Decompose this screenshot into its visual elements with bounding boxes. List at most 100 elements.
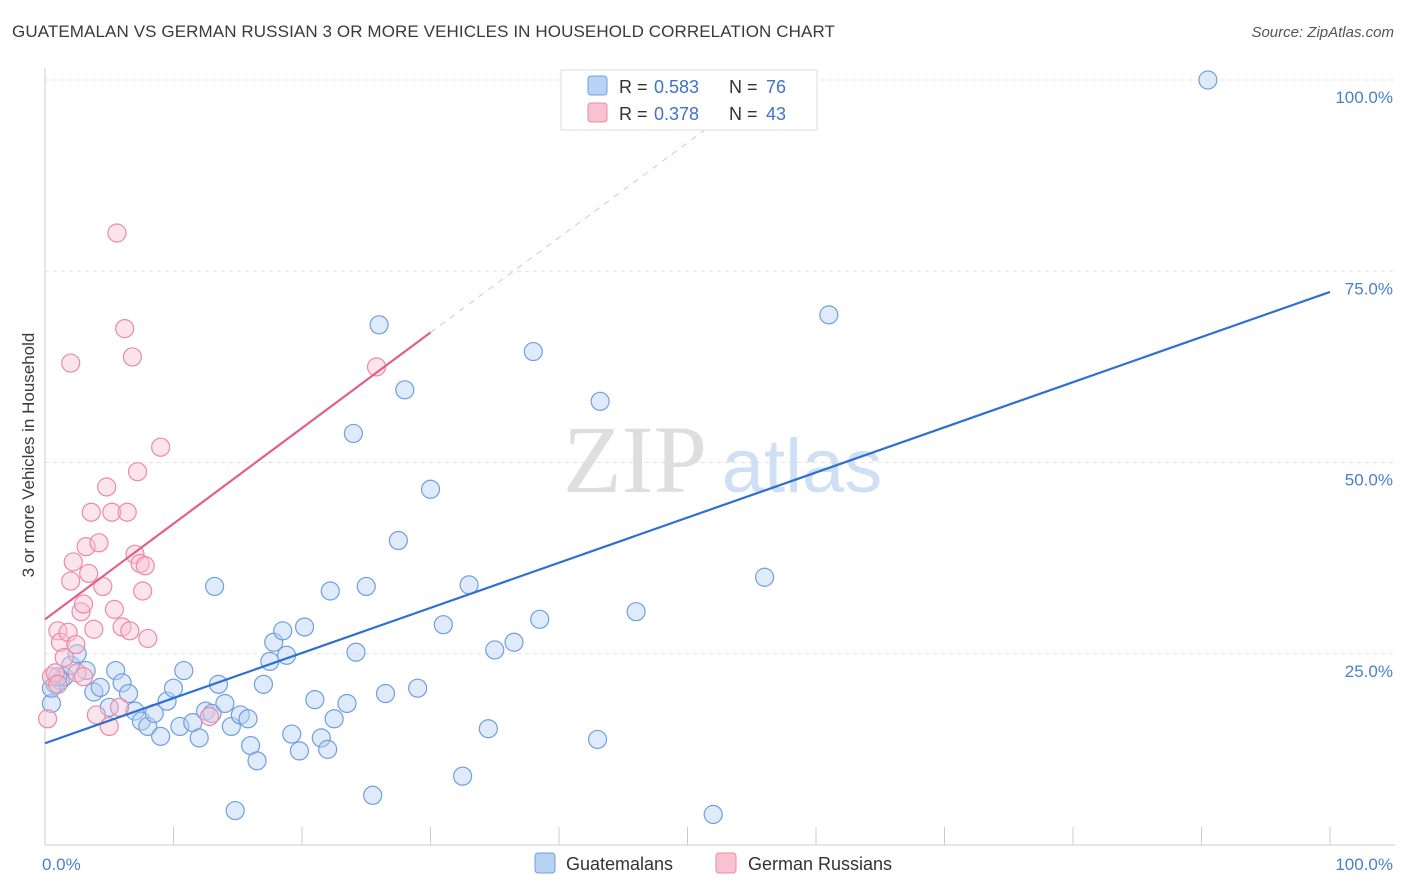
german-russians-point	[120, 621, 140, 641]
guatemalans-point	[590, 391, 610, 411]
german-russians-point	[73, 594, 94, 614]
guatemalans-point	[318, 739, 338, 759]
guatemalans-point	[523, 341, 543, 362]
guatemalans-point	[202, 703, 222, 724]
y-tick-label: 25.0%	[1345, 662, 1393, 681]
source-label: Source: ZipAtlas.com	[1251, 24, 1394, 41]
guatemalans-point	[225, 800, 245, 821]
guatemalans-point	[247, 751, 267, 771]
guatemalans-point	[215, 693, 235, 714]
german-russians-point	[133, 581, 153, 601]
guatemalans-point	[253, 674, 274, 694]
german-russians-trend-line	[44, 331, 432, 621]
german-russians-point	[41, 667, 62, 687]
guatemalans-point	[61, 655, 81, 675]
trend-lines	[44, 94, 1331, 745]
watermark-zip: ZIP	[563, 406, 707, 513]
german-russians-point	[45, 663, 65, 683]
guatemalans-point	[754, 567, 775, 587]
bottom-legend-swatch-guatemalans	[534, 852, 556, 874]
german-russians-point	[89, 533, 109, 553]
guatemalans-point	[343, 423, 363, 444]
guatemalans-point	[478, 719, 498, 739]
german-russians-trend-extension	[430, 94, 753, 333]
guatemalans-point	[485, 640, 505, 660]
guatemalans-point	[819, 305, 839, 325]
guatemalans-point	[346, 642, 366, 662]
guatemalans-points	[41, 70, 1218, 825]
legend-swatch-german-russians	[587, 102, 608, 123]
legend-n-label: N =	[729, 77, 758, 97]
guatemalans-point	[626, 602, 646, 622]
german-russians-point	[50, 632, 71, 652]
guatemalans-trend-line	[44, 290, 1331, 745]
guatemalans-point	[305, 690, 325, 710]
german-russians-point	[84, 619, 104, 639]
german-russians-point	[48, 621, 68, 641]
german-russians-point	[61, 571, 81, 591]
watermark-atlas: atlas	[722, 424, 883, 509]
german-russians-point	[66, 634, 86, 655]
guatemalans-point	[1198, 70, 1218, 90]
bottom-legend-swatch-german-russians	[715, 852, 737, 874]
y-axis-title: 3 or more Vehicles in Household	[19, 333, 38, 578]
german-russians-point	[115, 319, 135, 339]
german-russians-point	[79, 563, 99, 584]
german-russians-point	[58, 622, 78, 642]
german-russians-point	[63, 552, 83, 572]
guatemalans-point	[324, 709, 344, 729]
tick-labels: 25.0% 50.0% 75.0% 100.0% 0.0% 100.0%	[42, 88, 1393, 874]
guatemalans-point	[356, 576, 376, 597]
legend-n-label: N =	[729, 104, 758, 124]
guatemalans-point	[90, 677, 110, 698]
german-russians-point	[107, 223, 127, 243]
legend-r-label: R =	[619, 77, 648, 97]
guatemalans-point	[174, 660, 194, 681]
german-russians-point	[199, 706, 220, 727]
legend-n-value-german-russians: 43	[766, 104, 786, 124]
grid-lines	[45, 79, 1395, 655]
guatemalans-point	[106, 660, 126, 681]
german-russians-point	[104, 599, 124, 619]
german-russians-point	[138, 628, 158, 649]
guatemalans-point	[289, 741, 310, 761]
correlation-legend: R = 0.583 N = 76 R = 0.378 N = 43	[560, 69, 818, 131]
german-russians-point	[71, 602, 91, 622]
y-tick-label: 100.0%	[1335, 88, 1393, 107]
guatemalans-point	[118, 683, 139, 704]
guatemalans-point	[163, 678, 184, 698]
x-tick-label: 0.0%	[42, 855, 81, 874]
german-russians-point	[135, 556, 155, 576]
bottom-legend-label-german-russians: German Russians	[748, 854, 892, 874]
bottom-legend-label-guatemalans: Guatemalans	[566, 854, 673, 874]
legend-n-value-guatemalans: 76	[766, 77, 786, 97]
guatemalans-point	[41, 693, 62, 714]
guatemalans-point	[530, 609, 550, 629]
german-russians-point	[127, 462, 148, 482]
guatemalans-point	[112, 673, 132, 693]
german-russians-points	[37, 223, 387, 737]
watermark: ZIP atlas	[563, 406, 882, 513]
y-tick-label: 50.0%	[1345, 471, 1393, 490]
german-russians-point	[76, 537, 96, 557]
series-legend: Guatemalans German Russians	[534, 852, 892, 874]
guatemalans-point	[189, 728, 209, 748]
german-russians-point	[109, 697, 130, 717]
guatemalans-point	[273, 621, 293, 641]
german-russians-point	[61, 353, 81, 373]
guatemalans-point	[282, 724, 302, 744]
guatemalans-point	[151, 726, 171, 746]
guatemalans-point	[453, 766, 473, 786]
guatemalans-point	[170, 716, 190, 737]
chart-title: GUATEMALAN VS GERMAN RUSSIAN 3 OR MORE V…	[12, 22, 835, 41]
guatemalans-point	[294, 617, 315, 637]
german-russians-point	[102, 502, 122, 522]
legend-swatch-guatemalans	[587, 75, 608, 96]
legend-r-value-german-russians: 0.378	[654, 104, 699, 124]
y-tick-label: 75.0%	[1345, 279, 1393, 298]
guatemalans-point	[703, 804, 723, 825]
guatemalans-point	[420, 479, 441, 499]
guatemalans-point	[388, 530, 408, 551]
german-russians-point	[97, 477, 117, 497]
